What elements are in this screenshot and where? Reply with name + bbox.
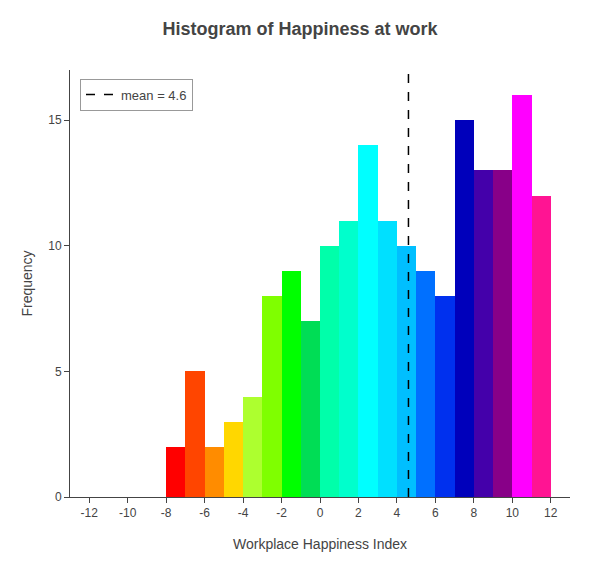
svg-text:0: 0 [55, 490, 62, 504]
svg-text:6: 6 [432, 506, 439, 520]
svg-text:Histogram of Happiness at work: Histogram of Happiness at work [162, 19, 438, 39]
svg-text:-10: -10 [119, 506, 137, 520]
svg-text:-8: -8 [161, 506, 172, 520]
svg-text:10: 10 [506, 506, 520, 520]
svg-text:-2: -2 [276, 506, 287, 520]
svg-text:Workplace Happiness Index: Workplace Happiness Index [233, 536, 407, 552]
svg-text:4: 4 [394, 506, 401, 520]
svg-text:15: 15 [48, 113, 62, 127]
svg-text:-4: -4 [238, 506, 249, 520]
svg-text:-6: -6 [199, 506, 210, 520]
svg-text:mean = 4.6: mean = 4.6 [121, 88, 186, 103]
svg-text:-12: -12 [81, 506, 99, 520]
svg-text:12: 12 [544, 506, 558, 520]
svg-text:0: 0 [317, 506, 324, 520]
svg-text:2: 2 [355, 506, 362, 520]
svg-text:8: 8 [471, 506, 478, 520]
svg-text:Frequency: Frequency [19, 250, 35, 316]
svg-text:10: 10 [48, 239, 62, 253]
svg-text:5: 5 [55, 365, 62, 379]
